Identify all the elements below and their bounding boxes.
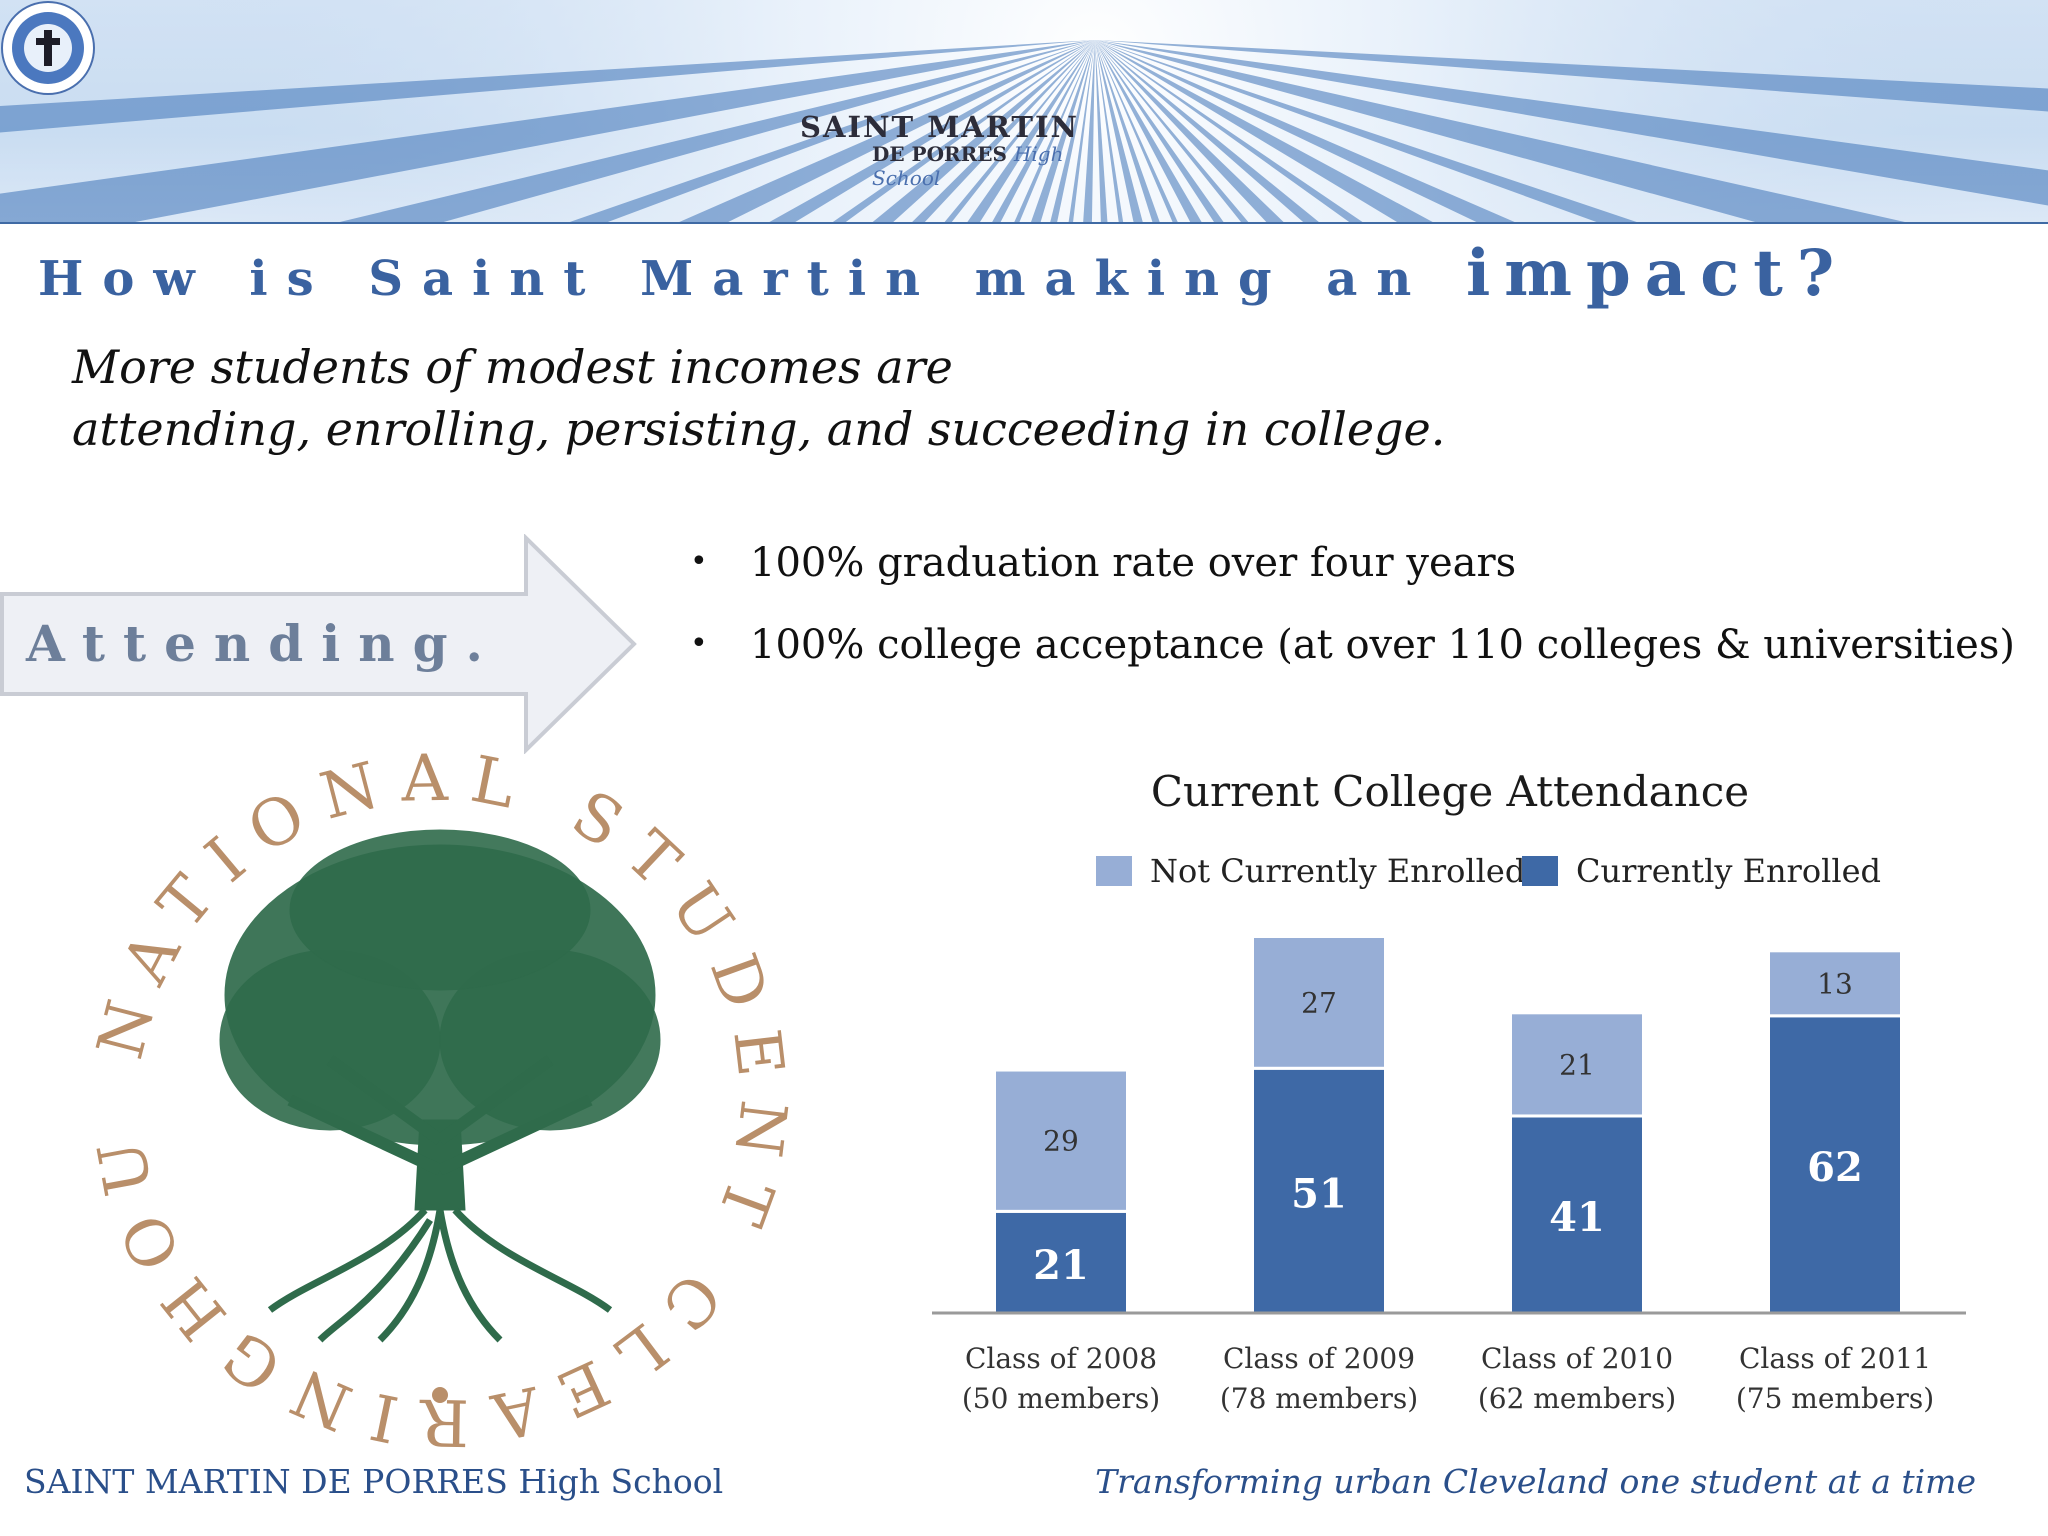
ray-shape: [912, 40, 1095, 222]
bar-separator: [1512, 1114, 1642, 1118]
legend-label: Not Currently Enrolled: [1150, 852, 1525, 890]
page-title: How is Saint Martin making an impact?: [38, 236, 1998, 311]
ray-shape: [944, 40, 1095, 222]
list-item: • 100% college acceptance (at over 110 c…: [690, 622, 2015, 668]
ray-shape: [1095, 40, 1124, 222]
x-tick-label: Class of 2011: [1739, 1342, 1931, 1375]
ray-shape: [1095, 40, 1249, 222]
x-tick-label: Class of 2009: [1223, 1342, 1415, 1375]
ray-shape: [1050, 40, 1095, 222]
ray-shape: [992, 40, 1095, 222]
data-label-enrolled: 41: [1549, 1194, 1605, 1241]
ray-shape: [1014, 40, 1095, 222]
page-title-emphasis: impact?: [1465, 236, 1849, 311]
ray-shape: [1095, 40, 1433, 222]
data-label-not-enrolled: 21: [1559, 1048, 1595, 1081]
ray-shape: [0, 40, 1095, 222]
legend-label: Currently Enrolled: [1576, 852, 1881, 890]
ray-shape: [1030, 40, 1095, 222]
bar-enrolled: [1254, 1069, 1384, 1313]
bar-not-enrolled: [996, 1071, 1126, 1210]
list-item: • 100% graduation rate over four years: [690, 540, 1517, 586]
school-seal-cross-icon: [1, 1, 95, 95]
chart-legend: Not Currently Enrolled Currently Enrolled: [1096, 852, 1881, 890]
header-banner: SAINT MARTIN DE PORRES High School: [0, 0, 2048, 224]
ray-shape: [339, 40, 1095, 222]
bar-enrolled: [1770, 1017, 1900, 1313]
bar-not-enrolled: [1254, 938, 1384, 1067]
subtitle: More students of modest incomes are atte…: [72, 336, 1872, 460]
bar-separator: [1770, 1014, 1900, 1018]
ray-shape: [1083, 40, 1095, 222]
subtitle-line-2: attending, enrolling, persisting, and su…: [72, 402, 1446, 456]
bar-enrolled: [996, 1212, 1126, 1313]
ray-shape: [1095, 40, 1202, 222]
ray-shape: [1095, 40, 1284, 222]
bar-separator: [996, 1209, 1126, 1213]
ring-dot-icon: [432, 1387, 448, 1403]
ray-shape: [832, 40, 1095, 222]
data-label-not-enrolled: 13: [1817, 967, 1853, 1000]
bullet-dot-icon: •: [690, 626, 708, 661]
logo-line-2: DE PORRES High School: [872, 142, 1064, 190]
bar-not-enrolled: [1770, 952, 1900, 1015]
logo-line-1: SAINT MARTIN: [800, 110, 1080, 144]
clearinghouse-logo: NATIONAL STUDENT CLEARINGHOUSE: [80, 740, 780, 1458]
data-label-enrolled: 62: [1807, 1144, 1863, 1191]
ray-shape: [569, 40, 1095, 222]
ray-shape: [1095, 40, 1637, 222]
x-tick-sublabel: (50 members): [962, 1382, 1160, 1415]
ray-shape: [1095, 40, 1905, 222]
legend-swatch: [1522, 856, 1558, 886]
ray-shape: [1095, 40, 1178, 222]
ray-shape: [1095, 40, 1143, 222]
ray-shape: [1095, 40, 1319, 222]
bar-enrolled: [1512, 1117, 1642, 1313]
ray-shape: [1095, 40, 1224, 222]
ray-shape: [679, 40, 1095, 222]
x-axis-labels: Class of 2008 (50 members) Class of 2009 (7…: [962, 1342, 1934, 1415]
bar-separator: [1254, 1066, 1384, 1070]
bullet-dot-icon: •: [690, 544, 708, 579]
data-label-not-enrolled: 29: [1043, 1125, 1079, 1158]
ray-shape: [1095, 40, 1108, 222]
x-tick-sublabel: (78 members): [1220, 1382, 1418, 1415]
data-label-enrolled: 51: [1291, 1170, 1347, 1217]
x-tick-sublabel: (75 members): [1736, 1382, 1934, 1415]
page-title-text: How is Saint Martin making an: [38, 251, 1431, 307]
tree-icon: [219, 829, 661, 1343]
x-tick-label: Class of 2008: [965, 1342, 1157, 1375]
ray-shape: [1095, 40, 1363, 222]
x-tick-label: Class of 2010: [1481, 1342, 1673, 1375]
legend-swatch: [1096, 856, 1132, 886]
footer-school-name: SAINT MARTIN DE PORRES High School: [24, 1462, 724, 1501]
arrow-shape-icon: [0, 534, 637, 754]
ray-shape: [1095, 40, 1160, 222]
subtitle-line-1: More students of modest incomes are: [72, 340, 953, 394]
chart-bars: 21 29 51 27 41 21 62 13: [996, 938, 1900, 1313]
ray-shape: [872, 40, 1095, 222]
data-label-enrolled: 21: [1033, 1242, 1089, 1289]
ray-shape: [967, 40, 1095, 222]
bullet-list: • 100% graduation rate over four years •…: [680, 540, 2015, 704]
ray-shape: [1068, 40, 1095, 222]
ray-shape: [769, 40, 1095, 222]
ray-shape: [0, 40, 1095, 133]
data-label-not-enrolled: 27: [1301, 986, 1337, 1019]
ray-shape: [1095, 40, 1515, 222]
sunburst-rays-icon: [0, 0, 2048, 222]
college-attendance-chart: Current College Attendance Not Currently…: [932, 767, 1966, 1415]
footer-tagline: Transforming urban Cleveland one student…: [1095, 1462, 1976, 1501]
ray-shape: [1095, 40, 2048, 112]
ray-shape: [1095, 40, 2048, 206]
bar-not-enrolled: [1512, 1014, 1642, 1115]
chart-title: Current College Attendance: [1151, 767, 1749, 816]
x-tick-sublabel: (62 members): [1478, 1382, 1676, 1415]
school-logo-text: SAINT MARTIN DE PORRES High School: [800, 110, 1120, 190]
arrow-label: Attending.: [26, 614, 501, 673]
